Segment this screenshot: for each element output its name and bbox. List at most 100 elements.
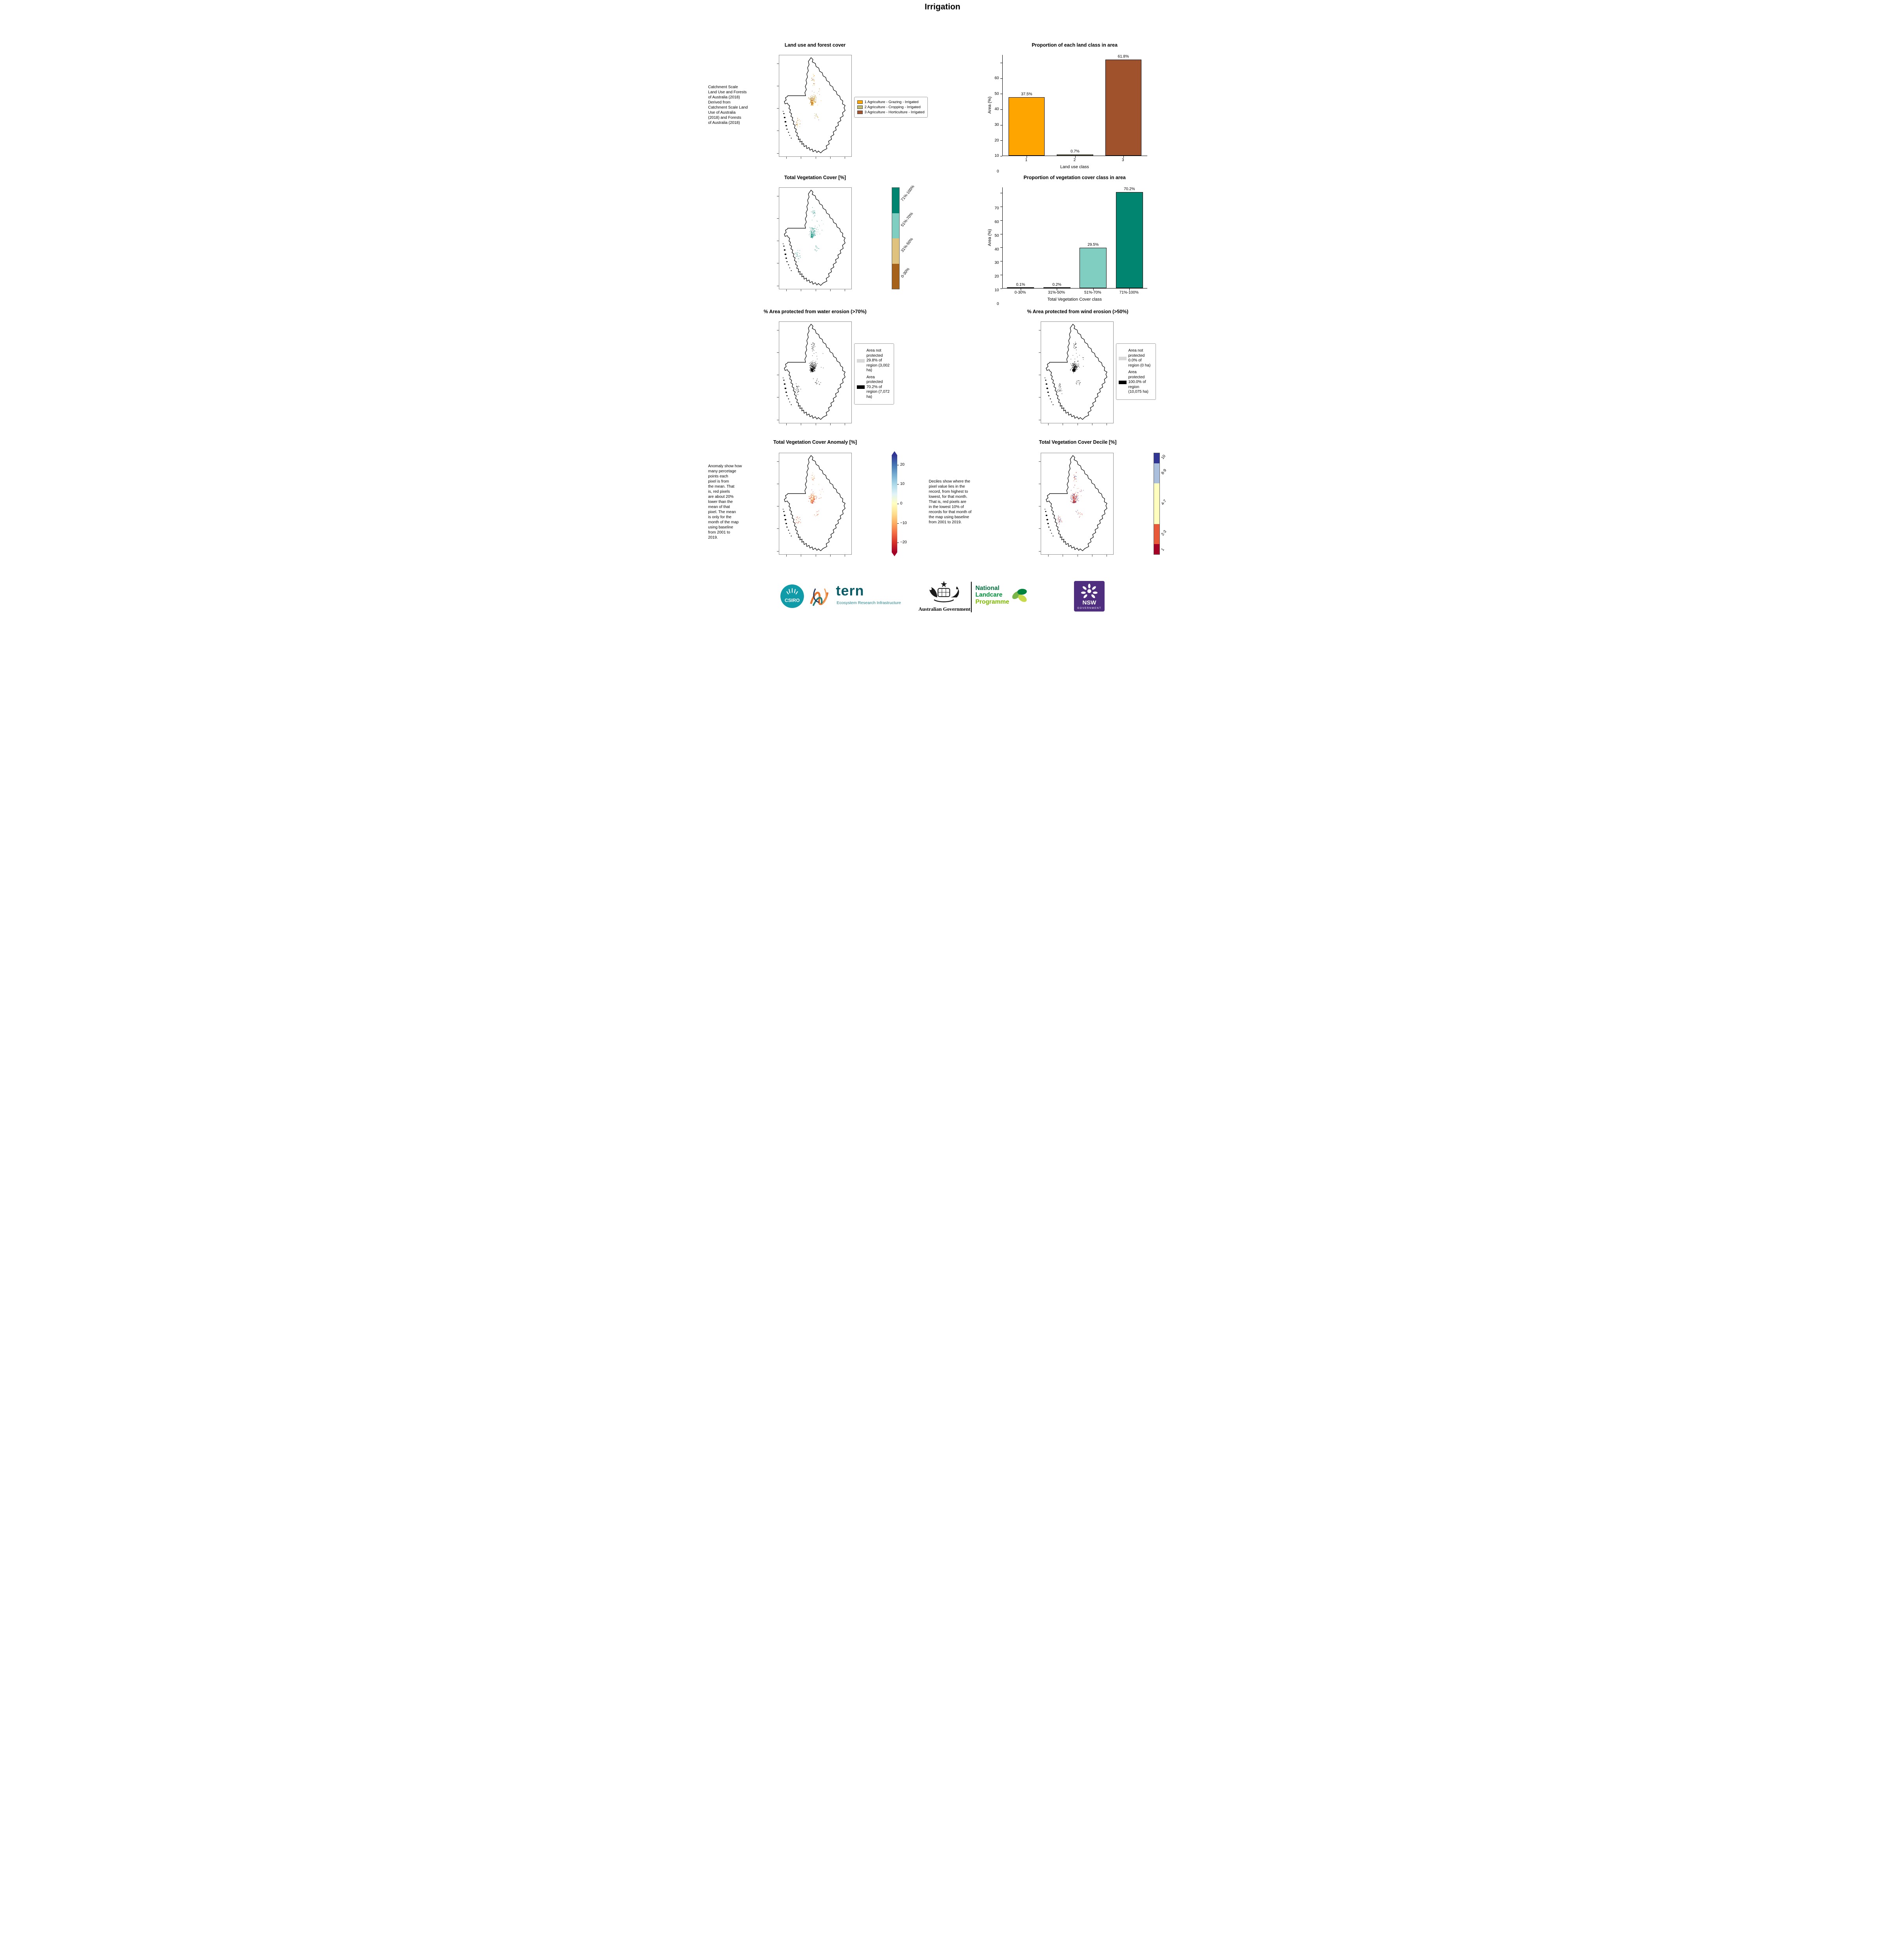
nsw-government-logo: NSW GOVERNMENT: [1074, 581, 1105, 612]
legend-swatch: [857, 111, 863, 114]
map-x-tick: [1048, 555, 1049, 557]
panel-veg-cover: Total Vegetation Cover [%] 71%-100% 51%-7…: [708, 172, 943, 303]
decile-map: [1038, 453, 1114, 557]
x-tick-mark: [1093, 289, 1094, 290]
y-tick-label: 30: [994, 122, 999, 127]
australian-coat-of-arms-icon: [929, 581, 959, 603]
y-tick-mark: [1000, 140, 1002, 141]
bar-1: [1008, 97, 1045, 156]
map-x-tick: [830, 289, 831, 291]
x-tick-label: 0-30%: [1014, 290, 1026, 295]
csiro-circle: [780, 584, 804, 608]
panel-land-use: Land use and forest cover Catchment Scal…: [708, 39, 943, 171]
wind-erosion-map: [1038, 321, 1114, 425]
colorbar-label: 1: [1160, 547, 1165, 552]
legend-entry: 1 Agriculture - Grazing - Irrigated: [857, 100, 925, 104]
land-class-plot-area: 37.5% 0.7% 61.8%: [1000, 54, 1147, 158]
y-tick-label: 60: [994, 76, 999, 80]
land-use-map-canvas: [782, 57, 845, 153]
land-use-map-title: Land use and forest cover: [784, 42, 846, 48]
legend-swatch: [856, 385, 865, 389]
panel-water-erosion: % Area protected from water erosion (>70…: [708, 306, 943, 437]
anomaly-title: Total Vegetation Cover Anomaly [%]: [773, 439, 857, 445]
water-erosion-map-canvas: [782, 324, 845, 420]
map-x-tick: [1048, 423, 1049, 425]
panel-land-class-chart: Proportion of each land class in area Ar…: [987, 39, 1155, 174]
nsw-label: NSW: [1082, 599, 1096, 606]
map-x-tick: [786, 157, 787, 159]
x-axis-label: Total Vegetation Cover class: [1047, 297, 1102, 302]
decile-note: Deciles show where the pixel value lies …: [929, 479, 972, 524]
land-class-chart-title: Proportion of each land class in area: [1032, 42, 1118, 48]
colorbar-tick-label: −10: [900, 521, 907, 525]
nsw-waratah-icon: NSW GOVERNMENT: [1077, 584, 1101, 610]
y-tick-label: 50: [994, 233, 999, 238]
bar-2: [1057, 154, 1093, 156]
y-axis-ticks: 0 10 20 30 40 50 60 70: [987, 187, 1000, 306]
bar-value-label: 37.5%: [1021, 92, 1032, 97]
x-tick-mark: [1123, 156, 1124, 158]
legend-entry: Area protected 70.2% of region (7,072 ha…: [856, 375, 891, 400]
map-y-tick: [1038, 551, 1041, 552]
water-erosion-map: [776, 321, 852, 425]
map-y-tick: [1038, 528, 1041, 529]
legend-entry: Area protected 100.0% of region (10,075 …: [1118, 370, 1153, 395]
legend-label: 2 Agriculture - Cropping - Irrigated: [864, 105, 921, 109]
colorbar-tick-mark: [897, 484, 899, 485]
legend-entry: 3 Agriculture - Horticulture - Irrigated: [857, 110, 925, 114]
colorbar-segment: [1154, 463, 1159, 484]
y-tick-label: 0: [996, 169, 999, 174]
y-axis-ticks: 0 10 20 30 40 50 60: [987, 55, 1000, 174]
colorbar-tick-label: −20: [900, 540, 907, 545]
x-tick-label: 31%-50%: [1048, 290, 1065, 295]
y-tick-label: 40: [994, 247, 999, 252]
y-tick-label: 10: [994, 288, 999, 293]
y-tick-label: 70: [994, 206, 999, 211]
veg-cover-map-canvas: [782, 190, 845, 286]
colorbar-label: 8-9: [1160, 468, 1167, 475]
csiro-logo: CSIRO: [780, 584, 804, 608]
anomaly-map-canvas: [782, 455, 845, 551]
x-axis-label: Land use class: [1060, 165, 1089, 169]
map-y-tick: [1038, 461, 1041, 462]
map-x-tick: [830, 423, 831, 425]
legend-swatch: [1118, 380, 1127, 384]
legend-label: Area not protected 0.0% of region (0 ha): [1128, 348, 1151, 368]
tern-logo: tern: [836, 583, 864, 599]
y-tick-label: 30: [994, 261, 999, 265]
panel-decile: Total Vegetation Cover Decile [%] Decile…: [927, 437, 1178, 572]
y-tick-mark: [1000, 220, 1002, 221]
page-title: Irrigation: [924, 2, 960, 11]
y-tick-label: 0: [996, 302, 999, 306]
veg-class-chart-title: Proportion of vegetation cover class in …: [1023, 175, 1126, 180]
y-tick-label: 10: [994, 154, 999, 158]
veg-class-plot-area: 0.1% 0.2% 29.5% 70.2%: [1000, 187, 1147, 290]
colorbar-segment: [1154, 483, 1159, 524]
legend-entry: Area not protected 0.0% of region (0 ha): [1118, 348, 1153, 368]
nlp-line3: Programme: [975, 598, 1009, 605]
decile-title: Total Vegetation Cover Decile [%]: [1039, 439, 1117, 445]
map-x-tick: [830, 555, 831, 557]
legend-swatch: [856, 359, 865, 363]
y-tick-mark: [1000, 109, 1002, 110]
colorbar-segment: [1154, 524, 1159, 544]
nlp-line2: Landcare: [975, 592, 1003, 599]
colorbar-segment: [892, 238, 899, 264]
legend-swatch: [857, 100, 863, 104]
colorbar-segment: [892, 263, 899, 289]
map-y-tick: [776, 528, 779, 529]
footer-logos: CSIRO tern Ecosystem Research Infrastruc…: [708, 576, 1178, 625]
legend-entry: Area not protected 29.8% of region (3,00…: [856, 348, 891, 373]
veg-cover-colorbar: [891, 187, 900, 289]
colorbar-label: 4-7: [1160, 499, 1167, 506]
map-y-tick: [776, 551, 779, 552]
water-erosion-legend: Area not protected 29.8% of region (3,00…: [854, 343, 894, 405]
bar-value-label: 29.5%: [1087, 243, 1099, 247]
land-use-source-note: Catchment Scale Land Use and Forests of …: [708, 85, 748, 125]
map-y-tick: [1038, 352, 1041, 353]
anomaly-note: Anomaly show how many percetage points e…: [708, 464, 742, 540]
colorbar-segment: [1154, 544, 1159, 554]
anomaly-map: [776, 453, 852, 557]
csiro-label: CSIRO: [784, 598, 799, 603]
x-tick-mark: [1075, 156, 1076, 158]
